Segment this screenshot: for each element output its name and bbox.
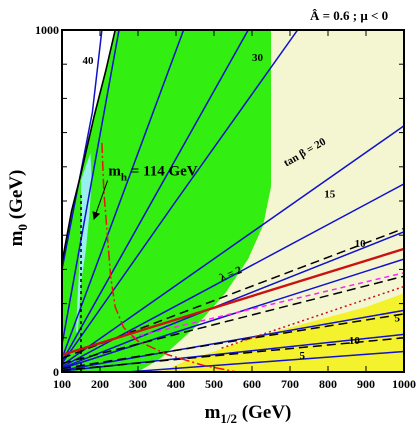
x-tick-label-300: 300 [129,377,147,391]
series-tan-beta-2 [62,30,185,359]
mh-arrow [92,180,109,220]
series-tan-beta-0 [62,30,103,270]
curve-label-5-14: 5 [395,312,401,324]
series-lambda-14 [62,313,404,370]
x-tick-label-600: 600 [243,377,261,391]
region-cream-region [138,30,404,372]
series-red-line-16 [62,247,404,357]
y-axis-ticks: 0 1000 [35,23,404,379]
y-axis-label-subscript: 0 [15,224,30,231]
y-axis-label: m0 (GeV) [6,170,30,247]
region-green-band [62,30,271,372]
x-tick-label-500: 500 [205,377,223,391]
series-tan-beta-8 [62,258,404,370]
series-tan-beta-3 [62,30,249,363]
series-tan-beta-11 [126,350,404,372]
curve-label-5-11: 5 [300,350,306,362]
series-dotted-17 [221,285,404,349]
region-excluded-corner [62,30,116,263]
x-tick-label-1000: 1000 [392,377,416,391]
x-tick-label-200: 200 [91,377,109,391]
x-tick-label-400: 400 [167,377,185,391]
y-axis-label-symbol: m [6,230,27,246]
series-lambda-15 [62,337,404,372]
x-axis-label-symbol: m [205,402,221,423]
series-tan-beta-7 [62,231,404,369]
y-axis-label-unit: (GeV) [6,170,27,224]
series-higgs-19 [101,142,237,372]
curve-label-m-h-114-gev-19: mh = 114 GeV [108,163,197,183]
x-axis-ticks: 100 200 300 400 500 600 700 800 900 1000 [53,30,416,391]
curve-label-15-6: 15 [324,189,336,201]
y-tick-label-1000: 1000 [35,23,59,37]
x-axis-label: m1/2 (GeV) [205,402,292,426]
series-lambda-13 [62,275,404,365]
series-tan-beta-1 [62,30,120,345]
curve-label-30-4: 30 [252,52,264,64]
curve-label-10-15: 10 [349,335,361,347]
series-magenta-18 [130,272,404,339]
x-tick-label-800: 800 [319,377,337,391]
series-tan-beta-9 [62,309,404,372]
y-tick-label-0: 0 [53,365,59,379]
x-tick-label-700: 700 [281,377,299,391]
x-axis-label-unit: (GeV) [237,402,291,423]
curve-label-10-7: 10 [355,238,367,250]
series-tan-beta-4 [62,30,299,364]
region-yellow-region [160,293,404,372]
x-axis-label-subscript: 1/2 [220,411,237,426]
chart-title: Â = 0.6 ; μ < 0 [310,8,388,23]
x-tick-label-100: 100 [53,377,71,391]
curve-label-40-0: 40 [83,55,95,67]
x-tick-label-900: 900 [357,377,375,391]
excluded-boundary-line [62,30,116,263]
series-tan-beta-5 [62,125,404,366]
